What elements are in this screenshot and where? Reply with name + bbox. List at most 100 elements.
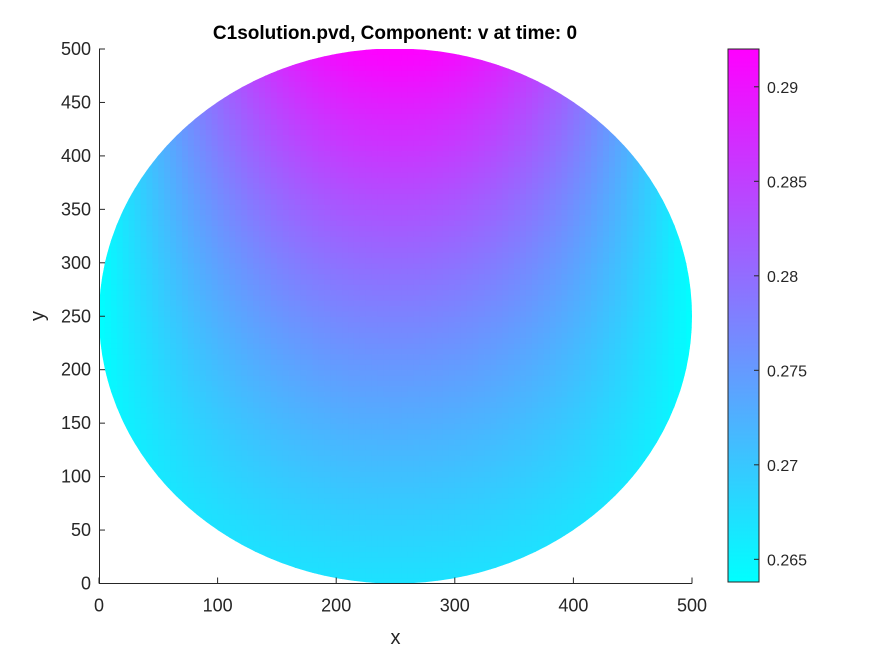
- field-cell: [218, 343, 225, 349]
- field-cell: [265, 322, 272, 328]
- field-cell: [247, 503, 254, 509]
- field-cell: [218, 220, 225, 226]
- field-cell: [158, 263, 165, 269]
- field-cell: [200, 514, 207, 520]
- field-cell: [289, 183, 296, 189]
- field-cell: [283, 54, 290, 60]
- field-cell: [390, 306, 397, 312]
- field-cell: [277, 439, 284, 445]
- field-cell: [372, 311, 379, 317]
- field-cell: [318, 567, 325, 573]
- field-cell: [212, 263, 219, 269]
- field-cell: [241, 445, 248, 451]
- field-cell: [354, 439, 361, 445]
- field-cell: [218, 493, 225, 499]
- field-cell: [135, 482, 142, 488]
- field-cell: [212, 65, 219, 71]
- field-cell: [218, 225, 225, 231]
- field-cell: [111, 466, 118, 472]
- field-cell: [366, 236, 373, 242]
- field-cell: [141, 124, 148, 130]
- field-cell: [301, 503, 308, 509]
- field-cell: [342, 263, 349, 269]
- field-cell: [318, 461, 325, 467]
- field-cell: [117, 199, 124, 205]
- field-cell: [384, 519, 391, 525]
- field-cell: [301, 466, 308, 472]
- field-cell: [170, 290, 177, 296]
- field-cell: [312, 76, 319, 82]
- field-cell: [253, 535, 260, 541]
- field-cell: [146, 290, 153, 296]
- field-cell: [241, 482, 248, 488]
- field-cell: [342, 445, 349, 451]
- field-cell: [188, 70, 195, 76]
- field-cell: [164, 273, 171, 279]
- field-cell: [271, 102, 278, 108]
- field-cell: [259, 102, 266, 108]
- field-cell: [164, 118, 171, 124]
- field-cell: [111, 348, 118, 354]
- field-cell: [301, 97, 308, 103]
- field-cell: [265, 193, 272, 199]
- field-cell: [354, 54, 361, 60]
- field-cell: [170, 493, 177, 499]
- field-cell: [366, 113, 373, 119]
- field-cell: [265, 396, 272, 402]
- field-cell: [158, 509, 165, 515]
- field-cell: [283, 193, 290, 199]
- field-cell: [206, 108, 213, 114]
- field-cell: [182, 375, 189, 381]
- field-cell: [135, 241, 142, 247]
- field-cell: [330, 231, 337, 237]
- field-cell: [152, 370, 159, 376]
- field-cell: [330, 108, 337, 114]
- field-cell: [200, 113, 207, 119]
- field-cell: [105, 177, 112, 183]
- field-cell: [265, 284, 272, 290]
- field-cell: [360, 306, 367, 312]
- field-cell: [164, 514, 171, 520]
- field-cell: [200, 455, 207, 461]
- field-cell: [384, 450, 391, 456]
- field-cell: [170, 348, 177, 354]
- field-cell: [235, 316, 242, 322]
- field-cell: [289, 290, 296, 296]
- field-cell: [265, 145, 272, 151]
- field-cell: [117, 118, 124, 124]
- field-cell: [324, 519, 331, 525]
- field-cell: [330, 396, 337, 402]
- field-cell: [318, 156, 325, 162]
- field-cell: [360, 252, 367, 258]
- field-cell: [200, 450, 207, 456]
- field-cell: [188, 509, 195, 515]
- field-cell: [123, 557, 130, 563]
- field-cell: [318, 284, 325, 290]
- field-cell: [259, 541, 266, 547]
- field-cell: [218, 525, 225, 531]
- field-cell: [324, 108, 331, 114]
- field-cell: [200, 503, 207, 509]
- field-cell: [117, 461, 124, 467]
- field-cell: [200, 204, 207, 210]
- field-cell: [265, 118, 272, 124]
- field-cell: [348, 391, 355, 397]
- field-cell: [218, 215, 225, 221]
- field-cell: [366, 97, 373, 103]
- field-cell: [158, 102, 165, 108]
- field-cell: [135, 557, 142, 563]
- field-cell: [390, 386, 397, 392]
- field-cell: [218, 375, 225, 381]
- field-cell: [158, 225, 165, 231]
- field-cell: [289, 188, 296, 194]
- field-cell: [330, 300, 337, 306]
- field-cell: [141, 81, 148, 87]
- field-cell: [182, 247, 189, 253]
- field-cell: [123, 124, 130, 130]
- field-cell: [354, 327, 361, 333]
- field-cell: [170, 551, 177, 557]
- field-cell: [372, 209, 379, 215]
- field-cell: [182, 498, 189, 504]
- field-cell: [224, 65, 231, 71]
- field-cell: [164, 284, 171, 290]
